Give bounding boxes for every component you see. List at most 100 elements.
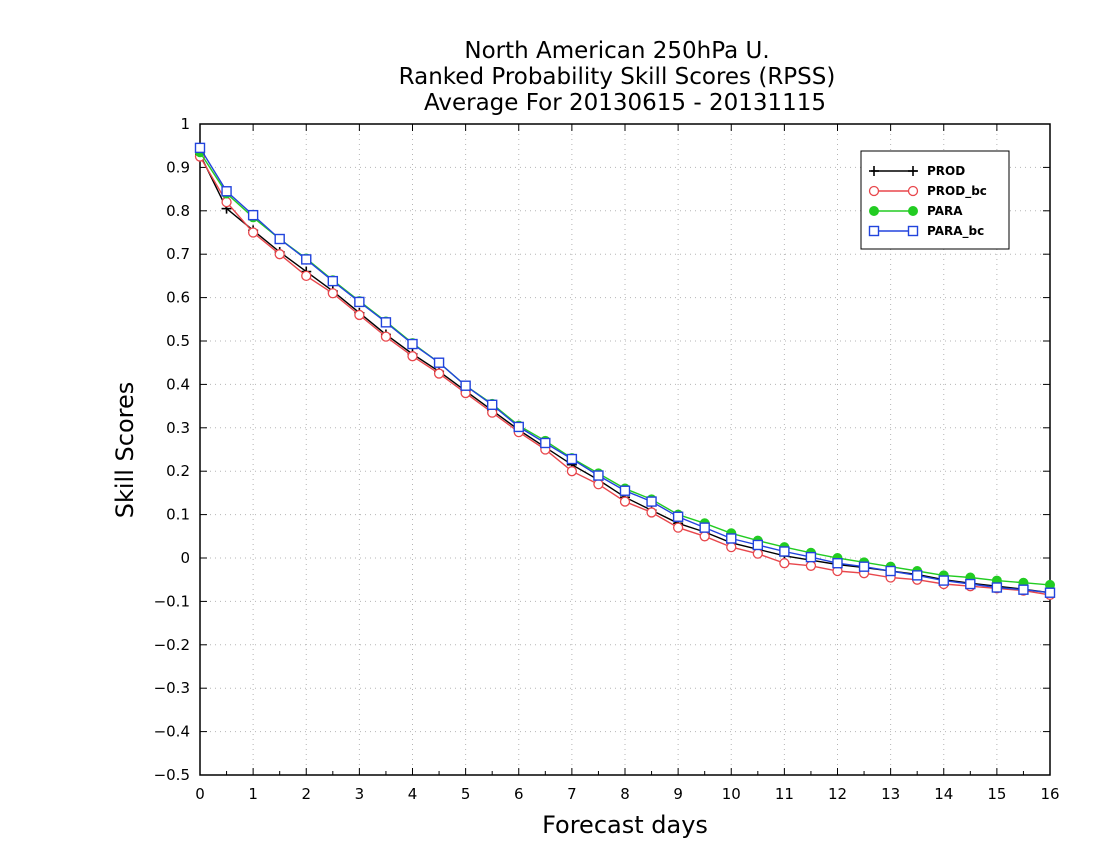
- data-point-prod-bc: [672, 522, 684, 533]
- data-point-para-bc: [513, 421, 524, 433]
- data-point-para-bc: [566, 453, 578, 465]
- x-tick-label: 11: [775, 785, 794, 803]
- x-tick-label: 12: [828, 785, 847, 803]
- y-tick-label: −0.1: [154, 592, 190, 610]
- data-point-prod-bc: [699, 531, 710, 542]
- data-point-para-bc: [433, 357, 445, 368]
- data-point-prod-bc: [619, 496, 631, 507]
- y-tick-label: 0.8: [166, 202, 190, 220]
- y-tick-label: 0: [180, 549, 190, 567]
- data-point-para-bc: [991, 582, 1003, 593]
- chart-title-line-3: Average For 20130615 - 20131115: [424, 90, 826, 116]
- data-point-para-bc: [221, 186, 232, 197]
- grid-layer: [200, 124, 1050, 775]
- y-tick-label: 0.5: [166, 332, 190, 350]
- data-point-para-bc: [274, 233, 285, 245]
- chart-title-line-1: North American 250hPa U.: [464, 38, 769, 64]
- x-tick-label: 16: [1040, 785, 1059, 803]
- legend-marker-para-bc: [868, 225, 880, 237]
- legend-marker-para: [908, 206, 918, 216]
- data-point-prod-bc: [301, 270, 312, 282]
- y-tick-label: −0.3: [154, 679, 190, 697]
- series-layer: [194, 142, 1056, 601]
- x-tick-label: 15: [987, 785, 1006, 803]
- data-point-para-bc: [779, 546, 790, 557]
- y-tick-label: −0.4: [154, 723, 190, 741]
- x-tick-label: 2: [301, 785, 311, 803]
- data-point-para-bc: [354, 296, 365, 308]
- legend-marker-para: [869, 206, 879, 216]
- data-point-para-bc: [885, 565, 896, 577]
- data-point-para-bc: [699, 522, 710, 533]
- data-point-prod-bc: [779, 558, 790, 569]
- legend-item-para-bc: PARA_bc: [868, 224, 984, 239]
- data-point-para-bc: [1018, 584, 1029, 595]
- legend-box: [860, 150, 1010, 250]
- x-tick-label: 4: [408, 785, 418, 803]
- data-point-para-bc: [301, 254, 312, 265]
- data-point-prod-bc: [247, 227, 259, 238]
- x-tick-label: 8: [620, 785, 630, 803]
- data-point-prod-bc: [327, 288, 338, 299]
- legend-label-para-bc: PARA_bc: [927, 224, 984, 239]
- data-point-para-bc: [646, 496, 657, 507]
- data-point-para-bc: [752, 539, 764, 551]
- data-point-para-bc: [911, 570, 923, 581]
- x-tick-label: 6: [514, 785, 524, 803]
- data-point-prod-bc: [354, 309, 365, 321]
- y-tick-label: −0.2: [154, 636, 190, 654]
- y-tick-label: 0.6: [166, 289, 190, 307]
- data-point-para-bc: [194, 142, 206, 154]
- y-tick-label: 0.3: [166, 419, 190, 437]
- data-point-para-bc: [805, 551, 817, 563]
- x-tick-label: 10: [722, 785, 741, 803]
- data-point-prod-bc: [726, 542, 737, 553]
- legend-marker-prod: [908, 166, 918, 176]
- legend-item-para: PARA: [869, 204, 963, 218]
- legend-label-prod-bc: PROD_bc: [927, 184, 987, 199]
- data-point-para-bc: [327, 275, 339, 287]
- data-point-para-bc: [858, 561, 870, 572]
- y-tick-label: 0.7: [166, 245, 190, 263]
- ticks-layer: 0 1 2 3 4 5 6 7 8 9 10 11 12 13 14 15 16−0.5−0.4−0.3−0.2…: [154, 115, 1060, 803]
- data-point-prod-bc: [593, 479, 604, 490]
- x-tick-label: 5: [461, 785, 471, 803]
- data-point-para-bc: [380, 317, 392, 328]
- data-point-para-bc: [593, 470, 604, 481]
- data-point-para-bc: [540, 437, 551, 449]
- series-prod-bc: [194, 151, 1056, 601]
- legend-item-prod-bc: PROD_bc: [868, 184, 987, 199]
- data-point-prod-bc: [433, 368, 445, 379]
- data-point-para-bc: [726, 533, 737, 544]
- x-tick-label: 9: [673, 785, 683, 803]
- y-tick-label: 0.1: [166, 506, 190, 524]
- legend-marker-prod: [869, 166, 879, 176]
- y-tick-label: 0.2: [166, 462, 190, 480]
- y-tick-label: −0.5: [154, 766, 190, 784]
- data-point-para-bc: [672, 511, 684, 522]
- chart-title-line-2: Ranked Probability Skill Scores (RPSS): [399, 64, 836, 90]
- data-point-prod-bc: [752, 548, 763, 559]
- data-point-para-bc: [965, 578, 976, 590]
- legend-marker-prod-bc: [868, 185, 880, 197]
- data-point-para-bc: [407, 338, 418, 350]
- data-point-prod-bc: [274, 249, 285, 260]
- data-point-para-bc: [619, 485, 631, 496]
- data-point-para-bc: [938, 575, 949, 586]
- data-point-prod-bc: [407, 351, 418, 362]
- legend-item-prod: PROD: [869, 164, 965, 178]
- data-point-para-bc: [832, 558, 843, 569]
- x-tick-label: 1: [248, 785, 258, 803]
- y-tick-label: 0.4: [166, 375, 190, 393]
- x-tick-label: 14: [934, 785, 953, 803]
- legend-marker-prod-bc: [907, 185, 919, 197]
- data-point-para-bc: [1044, 587, 1056, 598]
- x-axis-label: Forecast days: [542, 811, 708, 839]
- data-point-prod-bc: [380, 331, 392, 342]
- x-tick-label: 0: [195, 785, 205, 803]
- data-point-prod-bc: [566, 466, 578, 477]
- legend-marker-para-bc: [907, 225, 919, 237]
- data-point-prod-bc: [221, 196, 232, 208]
- y-axis-label: Skill Scores: [111, 382, 139, 519]
- data-point-para-bc: [460, 380, 471, 391]
